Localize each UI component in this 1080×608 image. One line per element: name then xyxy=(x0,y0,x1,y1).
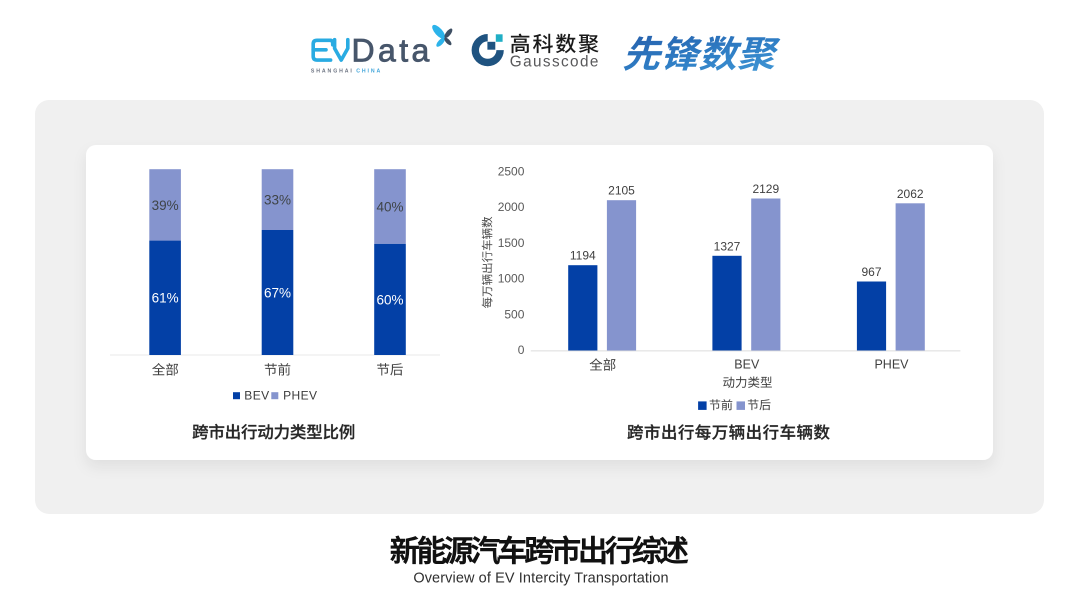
svg-text:40%: 40% xyxy=(376,200,403,215)
svg-text:2105: 2105 xyxy=(608,184,635,198)
svg-text:1000: 1000 xyxy=(498,272,525,286)
svg-text:0: 0 xyxy=(518,343,525,357)
svg-text:PHEV: PHEV xyxy=(283,389,317,403)
svg-text:500: 500 xyxy=(504,307,524,321)
svg-text:CHINA: CHINA xyxy=(356,69,382,75)
svg-text:60%: 60% xyxy=(376,292,403,307)
svg-text:BEV: BEV xyxy=(734,358,760,372)
svg-text:67%: 67% xyxy=(264,285,291,300)
svg-text:33%: 33% xyxy=(264,193,291,208)
svg-text:SHANGHAI: SHANGHAI xyxy=(311,69,354,75)
svg-text:1327: 1327 xyxy=(714,239,741,253)
svg-text:1500: 1500 xyxy=(498,236,525,250)
svg-text:2129: 2129 xyxy=(752,182,779,196)
svg-text:Gausscode: Gausscode xyxy=(510,53,600,70)
svg-text:2062: 2062 xyxy=(897,187,924,201)
svg-text:BEV: BEV xyxy=(244,389,269,403)
svg-text:Data: Data xyxy=(352,32,433,68)
svg-text:PHEV: PHEV xyxy=(874,358,909,372)
svg-text:2500: 2500 xyxy=(498,165,525,179)
svg-text:2000: 2000 xyxy=(498,200,525,214)
svg-text:Overview of EV Intercity Trans: Overview of EV Intercity Transportation xyxy=(413,570,668,586)
svg-text:61%: 61% xyxy=(152,291,179,306)
svg-text:1194: 1194 xyxy=(570,249,596,263)
svg-text:39%: 39% xyxy=(152,198,179,213)
svg-text:967: 967 xyxy=(861,265,881,279)
